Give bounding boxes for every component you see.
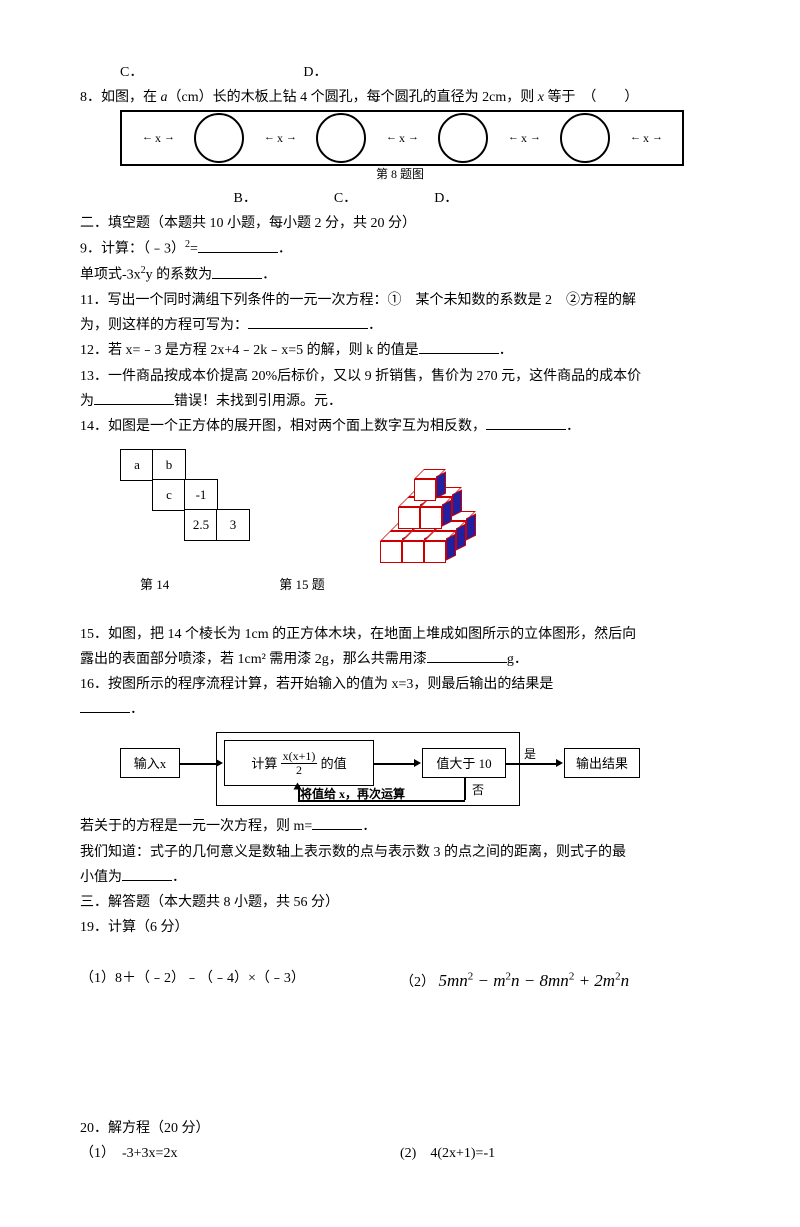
q15-line1: 15．如图，把 14 个棱长为 1cm 的正方体木块，在地面上堆成如图所示的立体… [80,622,720,647]
q15-line2: 露出的表面部分喷漆，若 1cm² 需用漆 2g，那么共需用漆g． [80,647,720,672]
q18-line2: 小值为． [80,865,720,890]
flow-gt10: 值大于 10 [422,748,506,778]
flow-calc: 计算 x(x+1)2 的值 [224,740,374,786]
q8-options: B． C． D． [80,186,720,211]
q13-line1: 13．一件商品按成本价提高 20%后标价，又以 9 折销售，售价为 270 元，… [80,364,720,389]
q8-figure: ← x → ← x → ← x → ← x → ← x → [120,110,684,166]
q8-caption: 第 8 题图 [120,164,680,186]
q19-title: 19．计算（6 分） [80,915,720,940]
q19-p1: （1）8＋（﹣2）﹣（﹣4）×（﹣3） [80,966,400,997]
q15-pyramid [360,449,490,569]
q11-line2: 为，则这样的方程可写为：． [80,313,720,338]
q8-text: 8．如图，在 a（cm）长的木板上钻 4 个圆孔，每个圆孔的直径为 2cm，则 … [80,85,720,110]
q20-p1: （1） -3+3x=2x [80,1141,400,1166]
cap15: 第 15 题 [279,573,325,596]
q7-d: D． [303,65,327,80]
q12: 12．若 x=﹣3 是方程 2x+4﹣2k﹣x=5 的解，则 k 的值是． [80,338,720,363]
q14-net: a b c -1 2.5 3 [120,449,280,569]
q20-p2: (2) 4(2x+1)=-1 [400,1141,720,1166]
q16-line2: ． [80,697,720,722]
q10: 单项式-3x2y 的系数为． [80,262,720,288]
q19-p2: （2） 5mn2 − m2n − 8mn2 + 2m2n [400,966,720,997]
q16-line1: 16．按图所示的程序流程计算，若开始输入的值为 x=3，则最后输出的结果是 [80,672,720,697]
q17: 若关于的方程是一元一次方程，则 m=． [80,814,720,839]
flow-input: 输入x [120,748,180,778]
flowchart: 输入x 计算 x(x+1)2 的值 值大于 10 是 输出结果 否 将值给 x，… [120,728,680,808]
cap14: 第 14 [140,573,169,596]
q11-line1: 11．写出一个同时满组下列条件的一元一次方程：① 某个未知数的系数是 2 ②方程… [80,288,720,313]
section3-title: 三．解答题（本大题共 8 小题，共 56 分） [80,890,720,915]
q18-line1: 我们知道：式子的几何意义是数轴上表示数的点与表示数 3 的点之间的距离，则式子的… [80,840,720,865]
q9: 9．计算：（﹣3）2=． [80,236,720,262]
q13-line2: 为错误！未找到引用源。元． [80,389,720,414]
flow-out: 输出结果 [564,748,640,778]
section2-title: 二．填空题（本题共 10 小题，每小题 2 分，共 20 分） [80,211,720,236]
q14: 14．如图是一个正方体的展开图，相对两个面上数字互为相反数，． [80,414,720,439]
q20-title: 20．解方程（20 分） [80,1116,720,1141]
q7-c: C． [120,65,143,80]
